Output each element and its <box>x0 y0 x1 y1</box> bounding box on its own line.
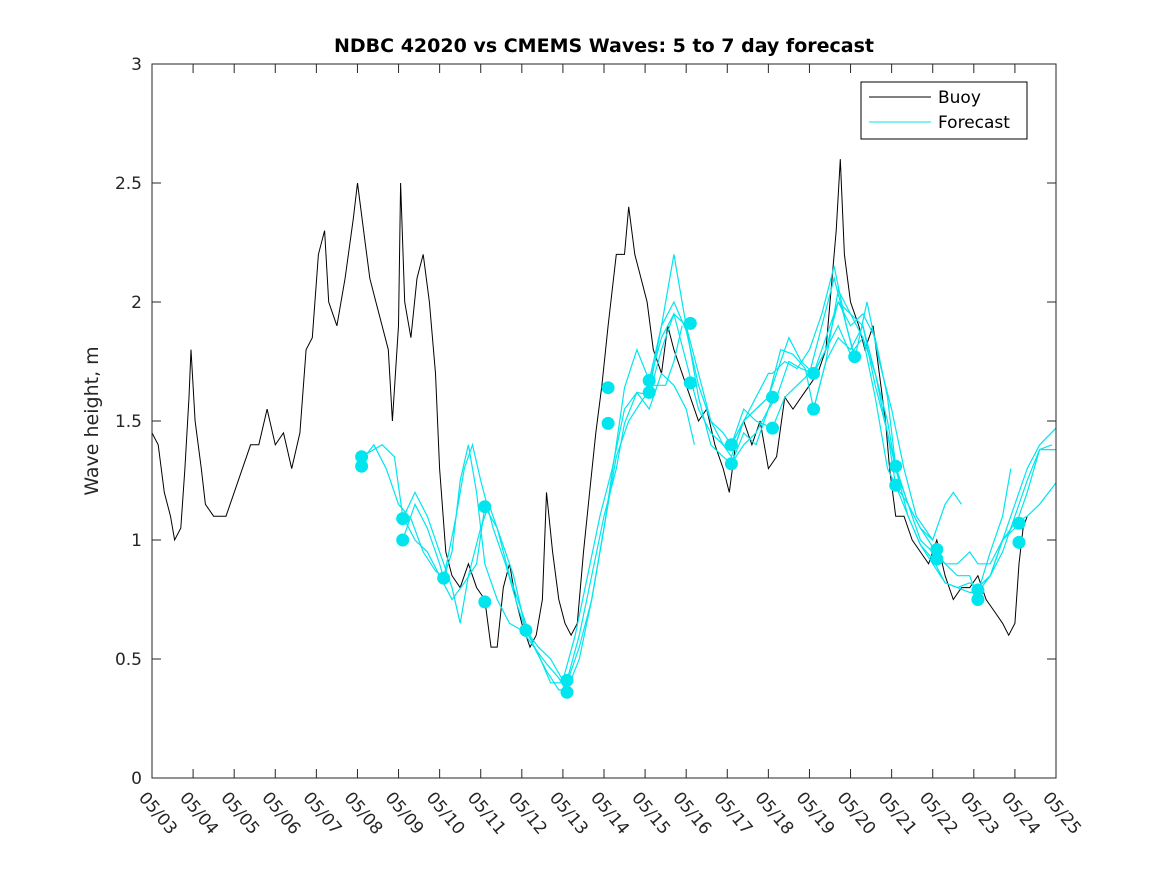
forecast-marker-5 <box>478 500 492 514</box>
chart-title: NDBC 42020 vs CMEMS Waves: 5 to 7 day fo… <box>334 35 874 57</box>
forecast-marker-0 <box>355 450 369 464</box>
forecast-marker-20 <box>807 366 821 380</box>
forecast-series-line-1 <box>357 443 568 693</box>
forecast-marker-13 <box>642 385 656 399</box>
y-tick-label-2: 1 <box>131 531 142 551</box>
forecast-marker-11 <box>601 416 615 430</box>
forecast-marker-2 <box>396 512 410 526</box>
forecast-marker-22 <box>848 350 862 364</box>
forecast-marker-1 <box>355 459 369 473</box>
legend: Buoy Forecast <box>860 81 1028 140</box>
forecast-marker-4 <box>437 571 451 585</box>
forecast-marker-26 <box>930 552 944 566</box>
y-axis-title: Wave height, m <box>81 346 103 495</box>
forecast-marker-19 <box>766 421 779 435</box>
forecast-series-line-3 <box>402 372 695 682</box>
forecast-series-line-7 <box>648 266 934 541</box>
forecast-marker-29 <box>1012 516 1026 530</box>
y-tick-label-1: 0.5 <box>115 650 142 670</box>
legend-label-forecast: Forecast <box>938 113 1010 133</box>
forecast-series-line-9 <box>730 300 1053 589</box>
forecast-marker-18 <box>766 390 779 404</box>
forecast-marker-12 <box>642 374 656 387</box>
forecast-marker-3 <box>396 533 410 547</box>
plot-area: 00.511.522.5305/0305/0405/0505/0605/0705… <box>115 55 1085 839</box>
forecast-marker-14 <box>683 316 697 330</box>
forecast-marker-6 <box>478 595 492 609</box>
forecast-marker-15 <box>683 376 697 390</box>
forecast-marker-30 <box>1012 535 1026 549</box>
forecast-marker-10 <box>601 381 615 395</box>
legend-label-buoy: Buoy <box>938 88 981 108</box>
forecast-marker-25 <box>930 543 944 556</box>
y-tick-label-6: 3 <box>131 55 142 75</box>
forecast-series-line-12 <box>895 466 962 542</box>
y-tick-label-0: 0 <box>131 769 142 789</box>
forecast-series-line-13 <box>977 449 1056 589</box>
y-tick-label-4: 2 <box>131 293 142 313</box>
forecast-marker-21 <box>807 402 821 416</box>
forecast-series-line-14 <box>977 468 1012 593</box>
forecast-marker-7 <box>519 623 533 637</box>
forecast-series-line-2 <box>402 325 683 684</box>
forecast-marker-16 <box>724 438 738 452</box>
y-tick-label-3: 1.5 <box>115 412 142 432</box>
forecast-marker-23 <box>889 459 903 473</box>
forecast-marker-28 <box>971 593 985 606</box>
forecast-marker-9 <box>560 685 574 699</box>
forecast-marker-27 <box>971 583 985 597</box>
forecast-marker-17 <box>724 457 738 471</box>
legend-box <box>860 81 1028 140</box>
y-tick-label-5: 2.5 <box>115 174 142 194</box>
forecast-marker-24 <box>889 478 903 492</box>
forecast-marker-8 <box>560 673 574 687</box>
